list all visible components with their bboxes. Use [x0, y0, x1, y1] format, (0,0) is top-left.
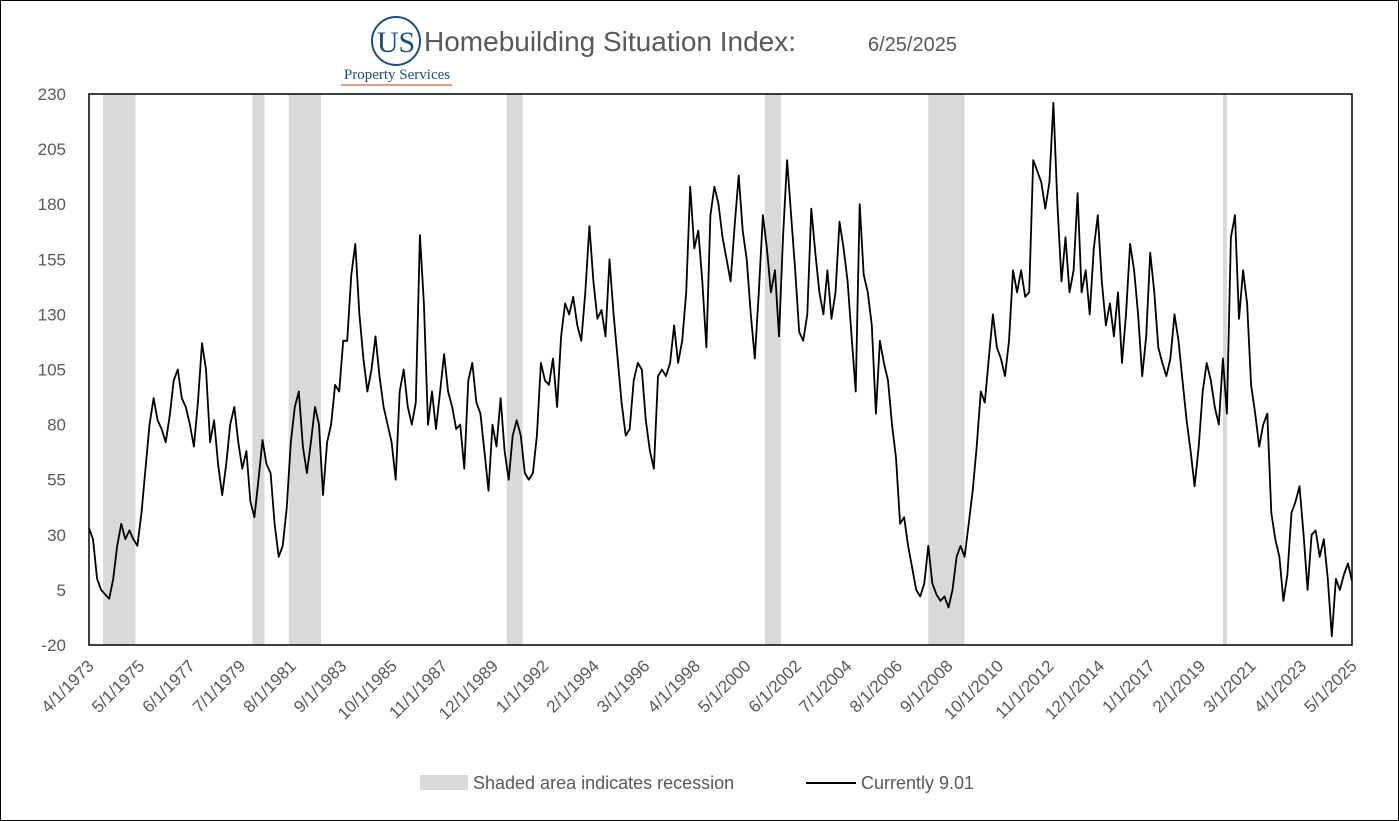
- x-tick-label: 5/1/1975: [88, 656, 148, 716]
- x-tick-label: 8/1/1981: [240, 656, 300, 716]
- x-tick-label: 7/1/2004: [795, 656, 855, 716]
- x-tick-label: 6/1/1977: [139, 656, 199, 716]
- logo-subtitle: Property Services: [344, 67, 450, 83]
- y-tick-label: 80: [47, 416, 66, 435]
- y-tick-label: -20: [41, 636, 66, 655]
- x-tick-label: 7/1/1979: [189, 656, 249, 716]
- y-tick-label: 55: [47, 471, 66, 490]
- y-tick-label: 30: [47, 526, 66, 545]
- x-tick-label: 5/1/2000: [694, 656, 754, 716]
- x-tick-label: 4/1/1998: [644, 656, 704, 716]
- recession-band-3: [288, 94, 321, 645]
- y-tick-label: 230: [38, 85, 66, 104]
- x-axis-ticks: 4/1/19735/1/19756/1/19777/1/19798/1/1981…: [38, 656, 1361, 723]
- logo-ring-icon: [371, 16, 421, 66]
- legend-series-label: Currently 9.01: [861, 773, 974, 793]
- y-tick-label: 205: [38, 140, 66, 159]
- x-tick-label: 4/1/1973: [38, 656, 98, 716]
- legend-recession-label: Shaded area indicates recession: [473, 773, 734, 793]
- recession-band-5: [764, 94, 781, 645]
- recession-band-2: [252, 94, 265, 645]
- recession-band-7: [1222, 94, 1227, 645]
- recession-band-1: [103, 94, 136, 645]
- logo-mark: US: [377, 26, 415, 59]
- legend: Shaded area indicates recession Currentl…: [420, 773, 974, 793]
- recession-band-6: [928, 94, 965, 645]
- legend-recession-swatch: [420, 775, 468, 790]
- y-tick-label: 5: [57, 581, 66, 600]
- x-tick-label: 8/1/2006: [846, 656, 906, 716]
- y-tick-label: 155: [38, 250, 66, 269]
- series-line: [88, 101, 1353, 638]
- x-tick-label: 6/1/2002: [745, 656, 805, 716]
- logo: US Property Services: [341, 16, 452, 86]
- x-tick-label: 4/1/2023: [1250, 656, 1310, 716]
- plot-area-border: [88, 93, 1353, 646]
- recession-band-4: [506, 94, 523, 645]
- recession-bands: [103, 94, 1227, 645]
- x-tick-label: 5/1/2025: [1301, 656, 1361, 716]
- x-tick-label: 1/1/2017: [1098, 656, 1158, 716]
- x-tick-label: 2/1/1994: [543, 656, 603, 716]
- y-tick-label: 130: [38, 305, 66, 324]
- chart-date: 6/25/2025: [868, 34, 957, 56]
- x-tick-label: 2/1/2019: [1149, 656, 1209, 716]
- y-tick-label: 105: [38, 361, 66, 380]
- x-tick-label: 3/1/2021: [1200, 656, 1260, 716]
- x-tick-label: 1/1/1992: [492, 656, 552, 716]
- y-axis-ticks: -20 5 30 55 80 105 130 155 180 205 230: [38, 85, 66, 655]
- chart-title: Homebuilding Situation Index:: [424, 26, 796, 57]
- y-tick-label: 180: [38, 195, 66, 214]
- x-tick-label: 3/1/1996: [593, 656, 653, 716]
